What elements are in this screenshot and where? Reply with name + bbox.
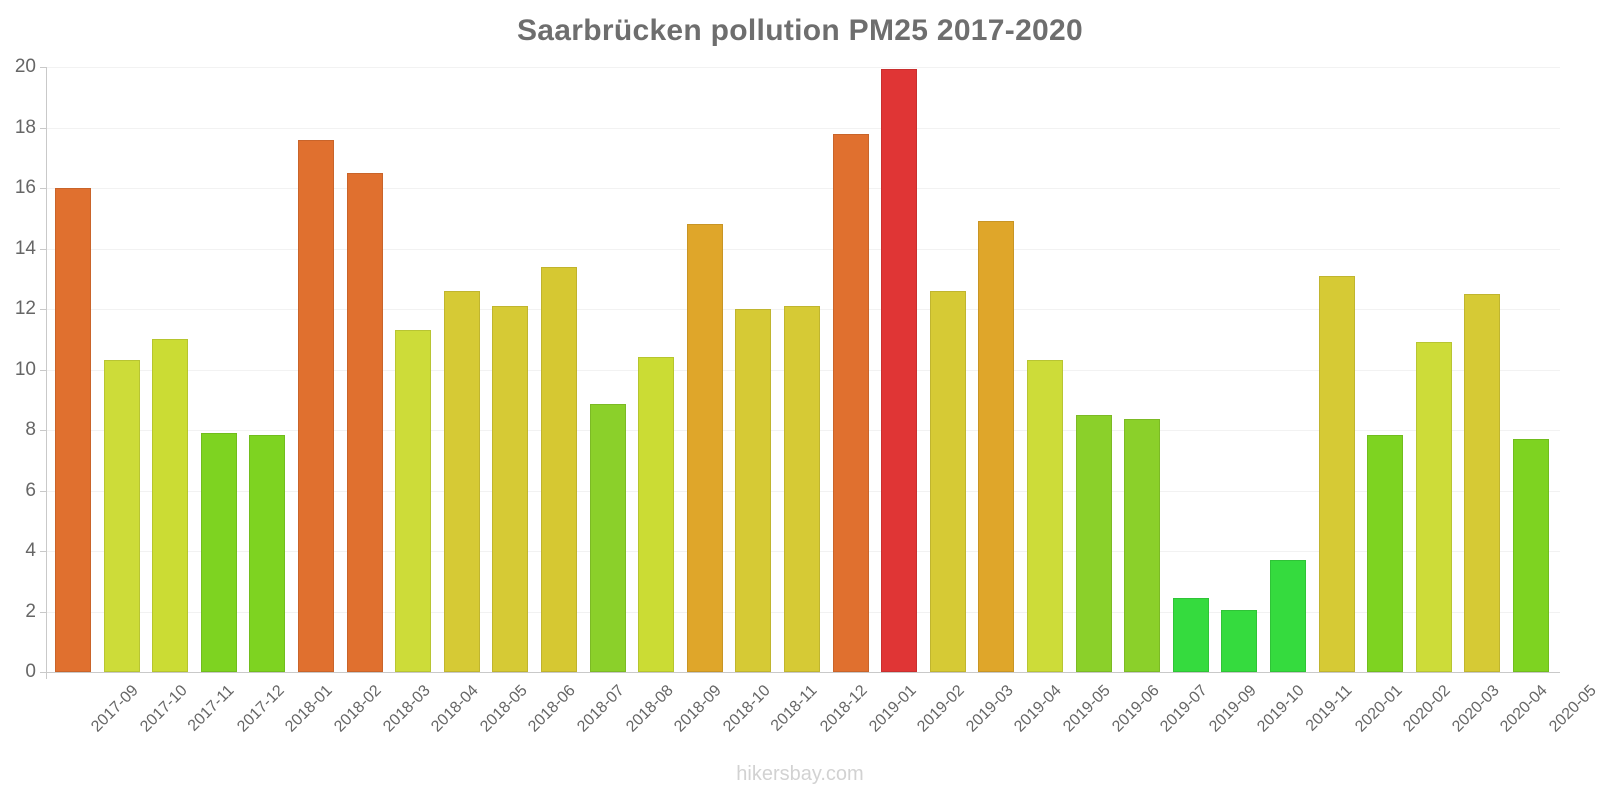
x-axis-tick-label: 2018-11 — [768, 682, 821, 735]
bar[interactable] — [784, 305, 820, 672]
bar[interactable] — [346, 172, 383, 672]
x-axis-tick-label: 2019-04 — [1011, 682, 1066, 736]
y-axis-tick-label: 6 — [25, 479, 36, 501]
x-axis-tick-label: 2017-09 — [88, 682, 142, 736]
x-axis-tick-label: 2018-02 — [331, 682, 385, 736]
y-axis-tick-label: 2 — [25, 600, 36, 622]
bar[interactable] — [249, 434, 286, 672]
bar[interactable] — [103, 360, 140, 672]
x-axis-tick-label: 2017-12 — [233, 682, 288, 736]
y-axis-tick-mark — [40, 127, 47, 129]
bar[interactable] — [1124, 419, 1161, 672]
x-axis-tick-label: 2017-11 — [185, 682, 238, 735]
chart-title: Saarbrücken pollution PM25 2017-2020 — [516, 14, 1084, 47]
bar[interactable] — [832, 133, 869, 672]
x-axis-tick-label: 2020-04 — [1497, 682, 1552, 736]
bar[interactable] — [443, 290, 480, 672]
y-axis-tick-label: 10 — [14, 358, 36, 380]
x-axis-tick-label: 2018-04 — [428, 682, 482, 736]
bar[interactable] — [1464, 293, 1501, 672]
y-axis-tick-label: 12 — [14, 298, 36, 319]
bar[interactable] — [1513, 439, 1549, 672]
y-axis-tick-mark — [40, 490, 47, 492]
bar[interactable] — [395, 330, 432, 672]
gridline — [46, 248, 1560, 250]
bar[interactable] — [1270, 560, 1306, 672]
bar[interactable] — [686, 224, 723, 672]
x-axis-tick-label: 2019-06 — [1108, 682, 1163, 736]
x-axis-tick-label: 2019-05 — [1060, 682, 1114, 736]
bar[interactable] — [492, 305, 529, 672]
x-axis-tick-label: 2020-03 — [1448, 682, 1503, 736]
bar[interactable] — [1027, 360, 1063, 672]
y-axis-tick-label: 8 — [25, 419, 36, 440]
gridline — [46, 188, 1560, 189]
x-axis-tick-label: 2018-01 — [282, 682, 337, 736]
bar[interactable] — [541, 266, 577, 672]
bar[interactable] — [200, 433, 237, 672]
y-axis-tick-mark — [40, 188, 47, 189]
y-axis-tick-mark — [40, 369, 47, 371]
y-axis-tick-label: 20 — [14, 56, 36, 77]
x-axis-tick-label: 2019-07 — [1157, 682, 1211, 736]
bar[interactable] — [1367, 434, 1404, 672]
gridline — [46, 127, 1560, 129]
y-axis-tick-mark — [40, 611, 47, 613]
x-axis-tick-label: 2019-09 — [1205, 682, 1260, 736]
x-axis-tick-label: 2020-05 — [1546, 682, 1600, 736]
bar[interactable] — [929, 290, 966, 672]
bar[interactable] — [1318, 275, 1355, 672]
bar[interactable] — [881, 68, 918, 672]
plot-area — [46, 67, 1560, 672]
x-axis-tick-label: 2019-01 — [865, 682, 920, 736]
x-axis-tick-label: 2018-05 — [476, 682, 531, 736]
x-axis-tick-label: 2019-11 — [1302, 682, 1356, 735]
x-axis-tick-label: 2018-03 — [379, 682, 434, 736]
bar[interactable] — [298, 139, 334, 672]
x-axis-tick-label: 2018-12 — [817, 682, 871, 736]
y-axis-tick-mark — [40, 309, 47, 310]
x-axis-tick-label: 2018-10 — [719, 682, 774, 736]
x-axis-tick-label: 2018-08 — [622, 682, 677, 736]
gridline — [46, 67, 1560, 68]
y-axis-tick-label: 16 — [14, 177, 36, 198]
x-axis-line — [40, 672, 1560, 673]
bar[interactable] — [638, 357, 675, 672]
y-axis-tick-label: 0 — [25, 661, 36, 682]
x-axis-tick-label: 2019-03 — [962, 682, 1017, 736]
bar[interactable] — [978, 221, 1015, 672]
bar[interactable] — [735, 309, 772, 672]
bar[interactable] — [1075, 414, 1112, 672]
bar[interactable] — [1172, 597, 1209, 672]
y-axis-tick-mark — [40, 248, 47, 250]
bar[interactable] — [1221, 610, 1258, 672]
x-axis-tick-label: 2018-09 — [671, 682, 725, 736]
y-axis-tick-mark — [40, 430, 47, 431]
y-axis-tick-label: 14 — [14, 237, 36, 259]
x-axis-tick-label: 2020-02 — [1400, 682, 1454, 736]
x-axis-tick-label: 2020-01 — [1351, 682, 1406, 736]
y-axis-line — [46, 67, 47, 679]
x-axis-tick-label: 2019-02 — [914, 682, 968, 736]
footer-credit: hikersbay.com — [736, 763, 864, 785]
x-axis-tick-label: 2018-07 — [574, 682, 628, 736]
y-axis-tick-mark — [40, 67, 47, 68]
bar[interactable] — [55, 188, 91, 672]
y-axis-tick-label: 4 — [25, 540, 36, 561]
bar[interactable] — [589, 404, 626, 672]
x-axis-tick-label: 2017-10 — [136, 682, 191, 736]
bar[interactable] — [1415, 342, 1452, 672]
bar[interactable] — [152, 339, 189, 672]
x-axis-tick-label: 2019-10 — [1254, 682, 1309, 736]
x-axis-tick-label: 2018-06 — [525, 682, 580, 736]
y-axis-tick-mark — [40, 551, 47, 552]
y-axis-tick-label: 18 — [14, 116, 36, 138]
